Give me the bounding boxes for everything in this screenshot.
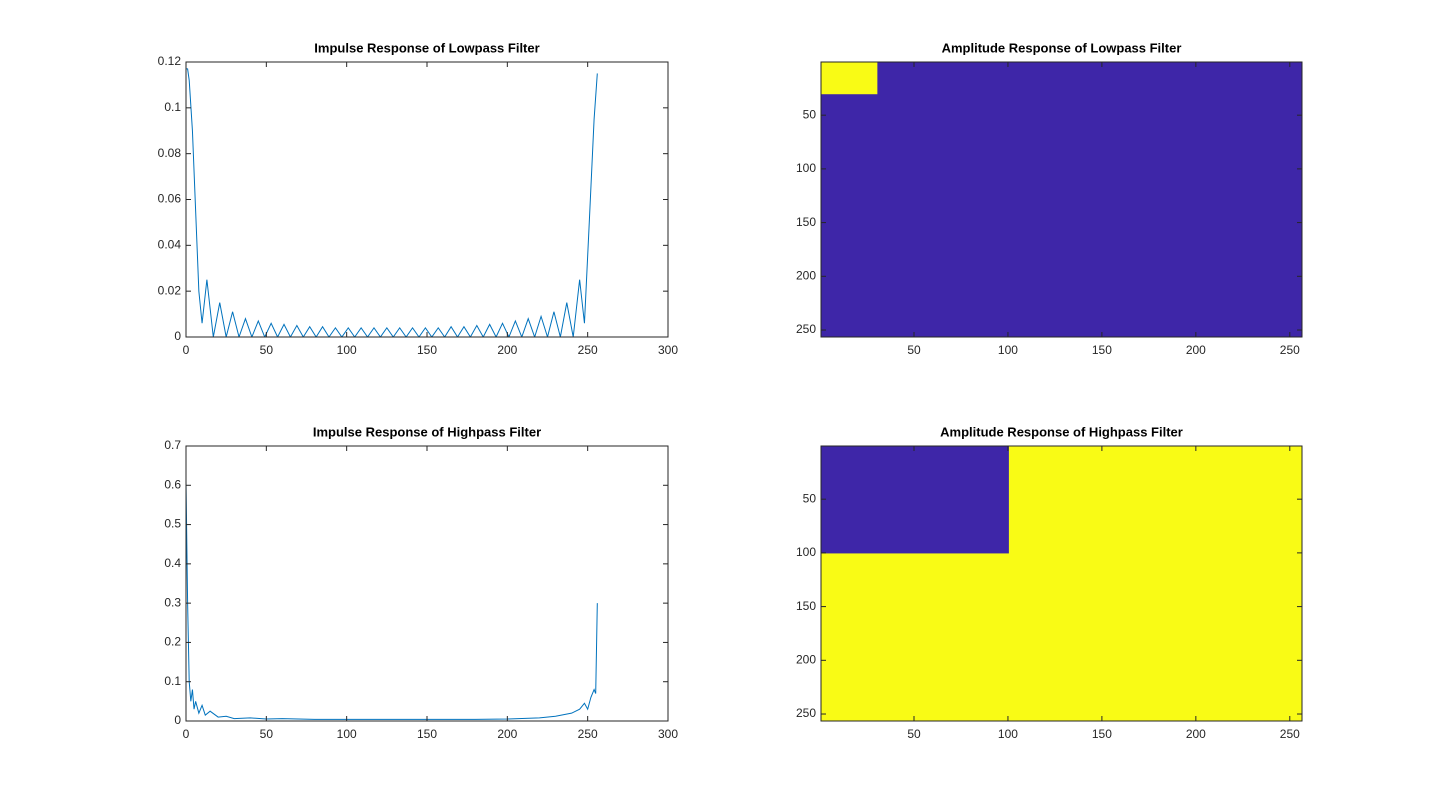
line (186, 481, 598, 720)
x-tick-label: 50 (260, 727, 274, 741)
y-tick-label: 0.06 (158, 192, 182, 206)
plot-area (186, 481, 598, 720)
axes-box (820, 445, 1303, 722)
y-tick-label: 50 (803, 491, 817, 505)
x-tick-label: 100 (998, 343, 1018, 357)
y-tick-label: 0.3 (164, 595, 181, 609)
plot-area (821, 62, 1302, 337)
x-tick-label: 0 (183, 343, 190, 357)
y-tick-label: 0.02 (158, 283, 182, 297)
y-tick-label: 0.1 (164, 100, 181, 114)
x-tick-label: 150 (1092, 727, 1112, 741)
x-tick-label: 200 (1186, 343, 1206, 357)
y-tick-label: 100 (796, 161, 816, 175)
x-tick-label: 50 (260, 343, 274, 357)
y-tick-label: 0.12 (158, 54, 182, 68)
subplot: Amplitude Response of Highpass Filter 50 1… (796, 424, 1303, 741)
y-tick-label: 0.5 (164, 517, 181, 531)
image-block (821, 62, 878, 95)
x-tick-label: 200 (497, 727, 517, 741)
x-tick-label: 250 (1280, 727, 1300, 741)
x-tick-label: 250 (578, 343, 598, 357)
y-tick-label: 0 (174, 713, 181, 727)
x-tick-label: 50 (907, 343, 921, 357)
subplot-title: Impulse Response of Highpass Filter (313, 424, 541, 439)
x-tick-label: 100 (337, 727, 357, 741)
x-tick-label: 150 (1092, 343, 1112, 357)
y-tick-label: 0 (174, 329, 181, 343)
y-tick-label: 0.7 (164, 438, 181, 452)
y-tick-label: 0.04 (158, 238, 182, 252)
x-tick-label: 250 (1280, 343, 1300, 357)
y-tick-label: 50 (803, 107, 817, 121)
x-tick-label: 200 (497, 343, 517, 357)
subplot: Impulse Response of Lowpass Filter 0 50 100… (158, 40, 679, 357)
subplot-title: Amplitude Response of Highpass Filter (940, 424, 1183, 439)
y-tick-label: 0.08 (158, 146, 182, 160)
x-tick-label: 300 (658, 343, 678, 357)
y-tick-label: 0.6 (164, 477, 181, 491)
y-tick-label: 100 (796, 545, 816, 559)
image-block (821, 62, 1302, 337)
y-tick-label: 250 (796, 322, 816, 336)
y-tick-label: 0.2 (164, 635, 181, 649)
subplot-title: Amplitude Response of Lowpass Filter (942, 40, 1182, 55)
x-tick-label: 0 (183, 727, 190, 741)
y-tick-label: 200 (796, 268, 816, 282)
y-tick-label: 150 (796, 215, 816, 229)
y-tick-label: 200 (796, 652, 816, 666)
x-tick-label: 150 (417, 343, 437, 357)
y-tick-label: 0.4 (164, 556, 181, 570)
y-tick-label: 150 (796, 599, 816, 613)
x-tick-label: 100 (337, 343, 357, 357)
subplot-title: Impulse Response of Lowpass Filter (314, 40, 539, 55)
axes-box (820, 61, 1303, 338)
subplot: Impulse Response of Highpass Filter 0 50 10… (164, 424, 678, 741)
plot-area (186, 68, 598, 337)
x-tick-label: 300 (658, 727, 678, 741)
y-tick-label: 0.1 (164, 674, 181, 688)
x-tick-label: 250 (578, 727, 598, 741)
x-tick-label: 200 (1186, 727, 1206, 741)
line (186, 68, 598, 337)
plot-area (821, 446, 1302, 721)
x-tick-label: 150 (417, 727, 437, 741)
x-tick-label: 100 (998, 727, 1018, 741)
image-block (821, 446, 1009, 554)
x-tick-label: 50 (907, 727, 921, 741)
subplot: Amplitude Response of Lowpass Filter 50 10… (796, 40, 1303, 357)
y-tick-label: 250 (796, 706, 816, 720)
